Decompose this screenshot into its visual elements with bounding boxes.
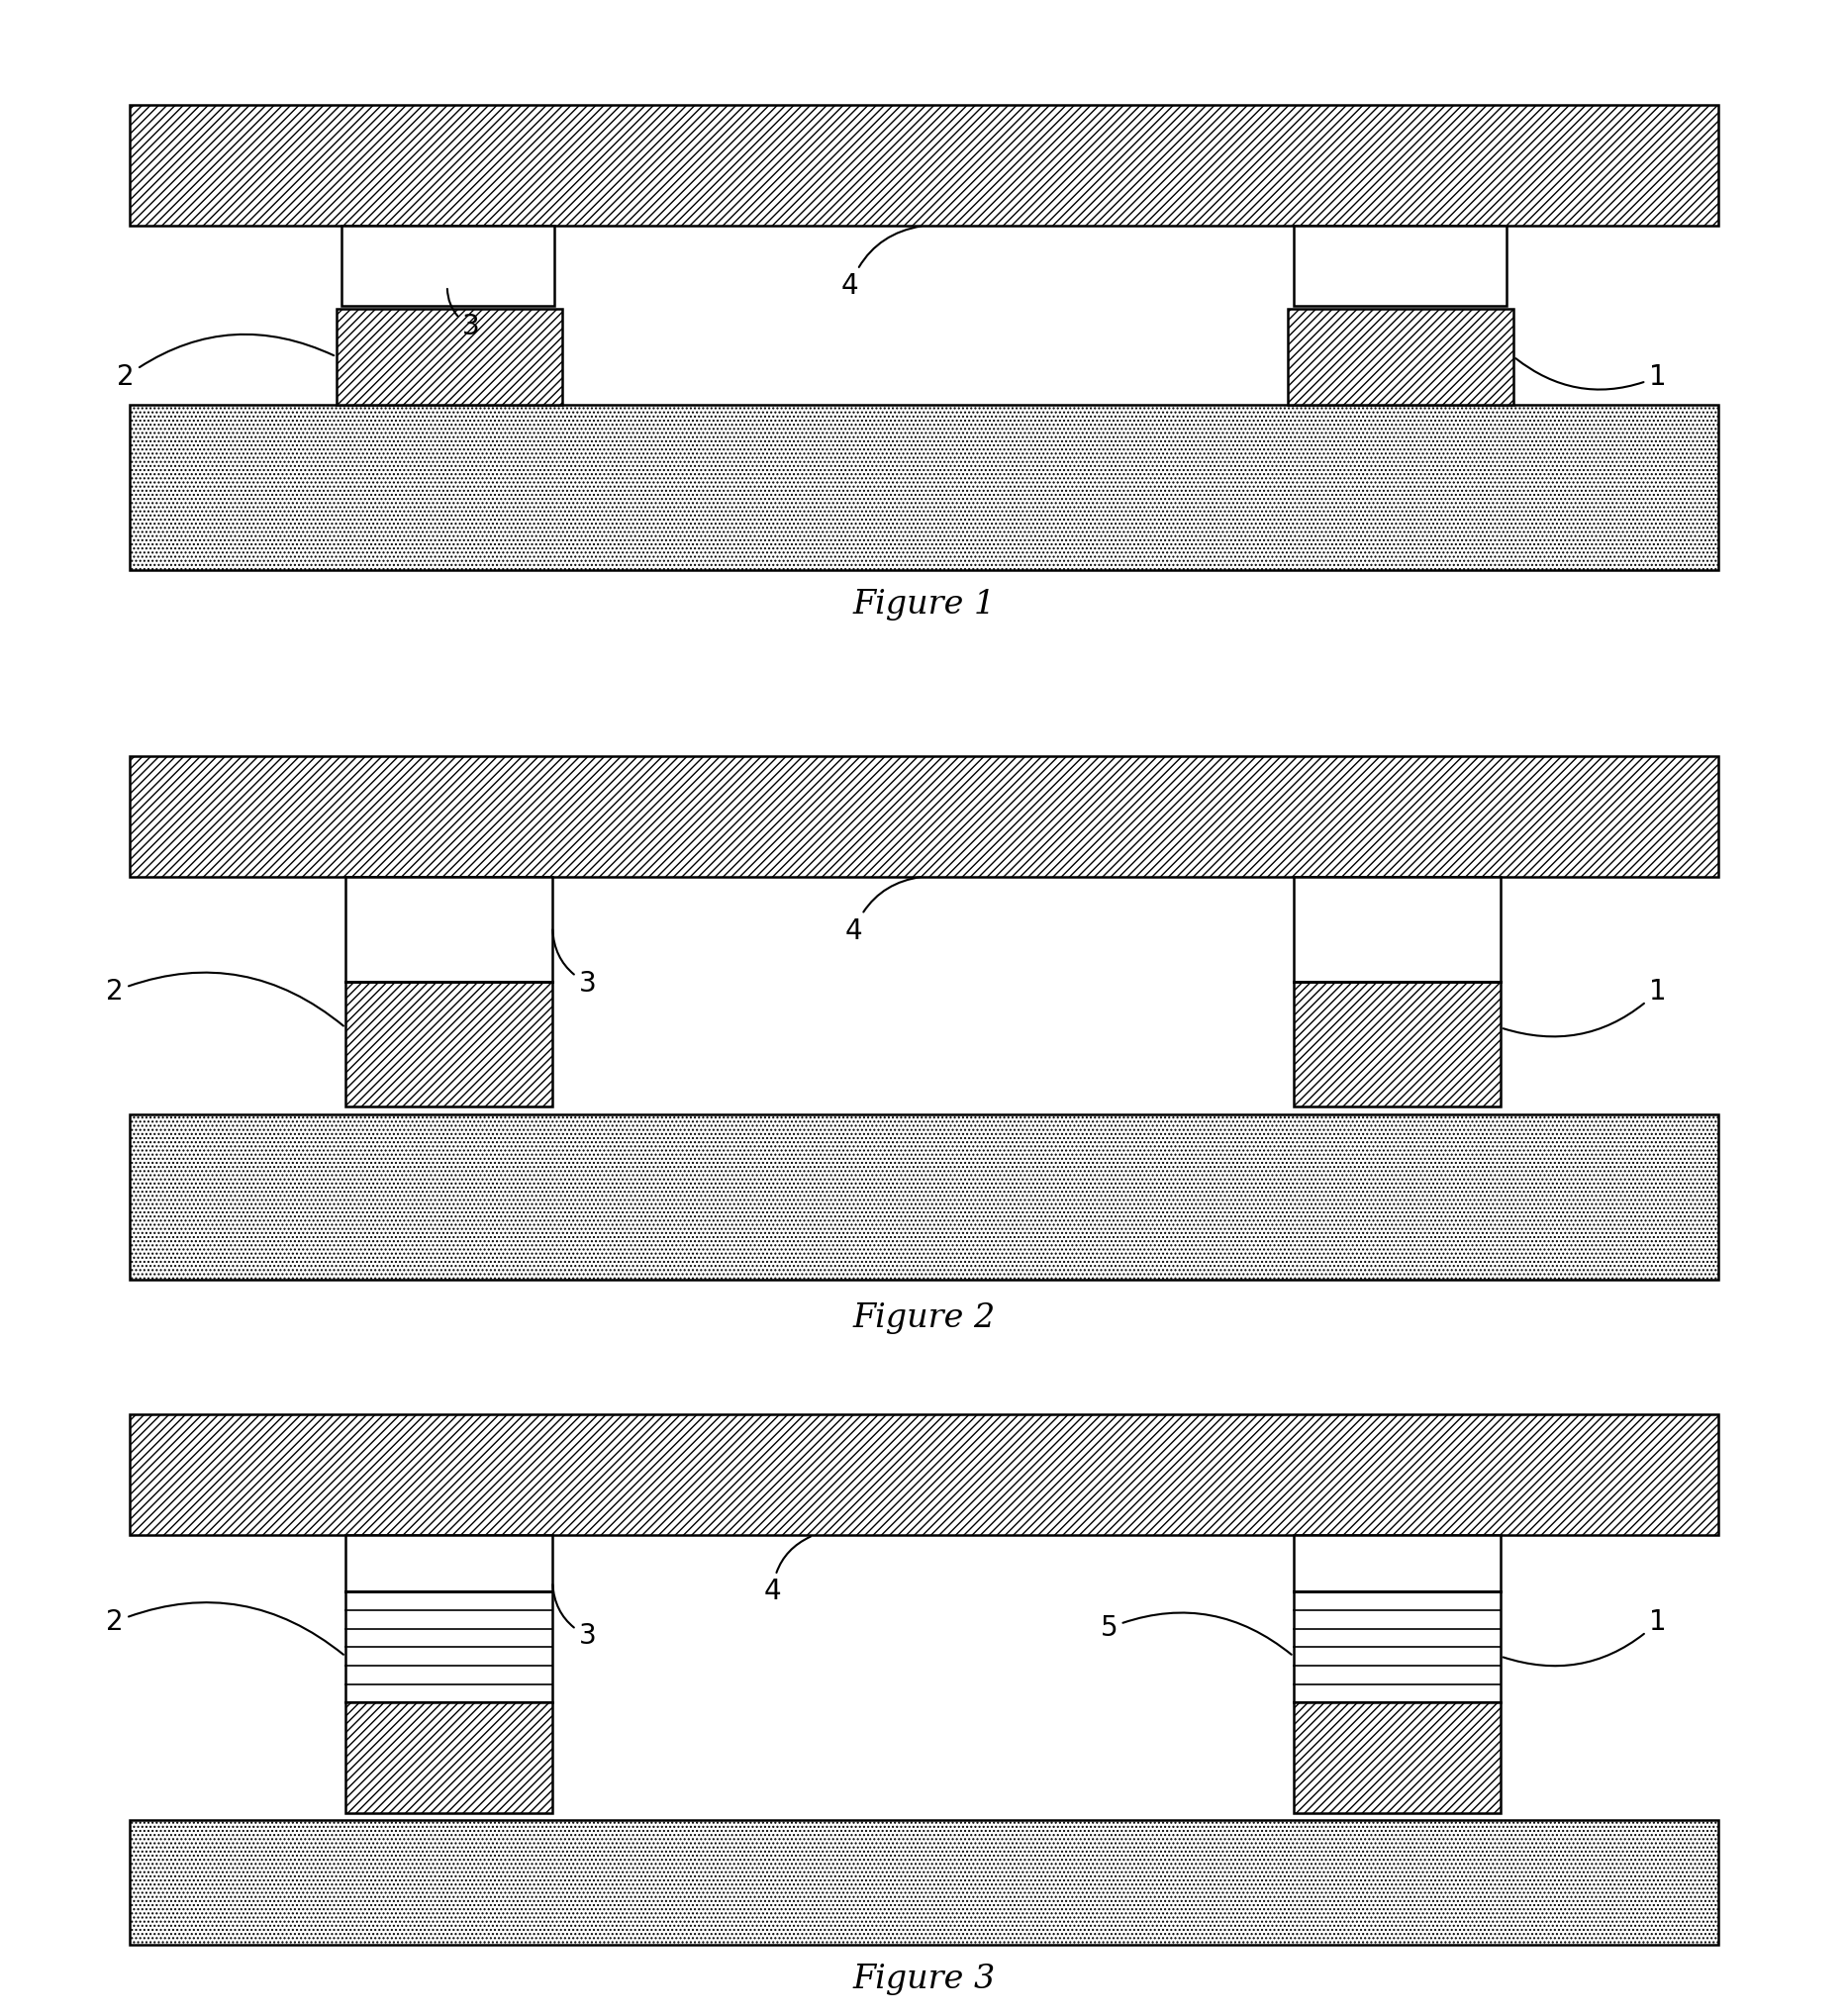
Text: 1: 1 (1515, 359, 1667, 391)
Bar (336, 308, 562, 405)
Bar (346, 877, 553, 981)
Text: 4: 4 (763, 1537, 811, 1606)
Bar (1294, 1592, 1501, 1703)
Bar (129, 1415, 1719, 1535)
Text: 4: 4 (845, 877, 922, 945)
Bar (346, 1592, 553, 1703)
Bar (346, 1703, 553, 1813)
Bar (129, 1114, 1719, 1280)
Text: 2: 2 (105, 1602, 344, 1654)
Bar (1294, 877, 1501, 981)
Bar (1294, 226, 1506, 306)
Text: Figure 1: Figure 1 (852, 588, 996, 621)
Text: Figure 3: Figure 3 (852, 1963, 996, 1995)
Text: 2: 2 (105, 973, 344, 1026)
Bar (129, 1820, 1719, 1944)
Text: 1: 1 (1502, 977, 1667, 1036)
Bar (129, 756, 1719, 877)
Bar (346, 1535, 553, 1592)
Bar (346, 981, 553, 1106)
Bar (129, 405, 1719, 570)
Text: 5: 5 (1100, 1612, 1292, 1654)
Text: 4: 4 (841, 226, 922, 300)
Text: 3: 3 (553, 929, 597, 997)
Text: Figure 2: Figure 2 (852, 1302, 996, 1334)
Bar (129, 105, 1719, 226)
Text: 3: 3 (553, 1584, 597, 1650)
Text: 1: 1 (1502, 1608, 1667, 1666)
Bar (1294, 1535, 1501, 1592)
Bar (1294, 1703, 1501, 1813)
Text: 3: 3 (447, 288, 480, 341)
Bar (342, 226, 554, 306)
Bar (1294, 981, 1501, 1106)
Bar (1288, 308, 1514, 405)
Text: 2: 2 (116, 334, 334, 391)
